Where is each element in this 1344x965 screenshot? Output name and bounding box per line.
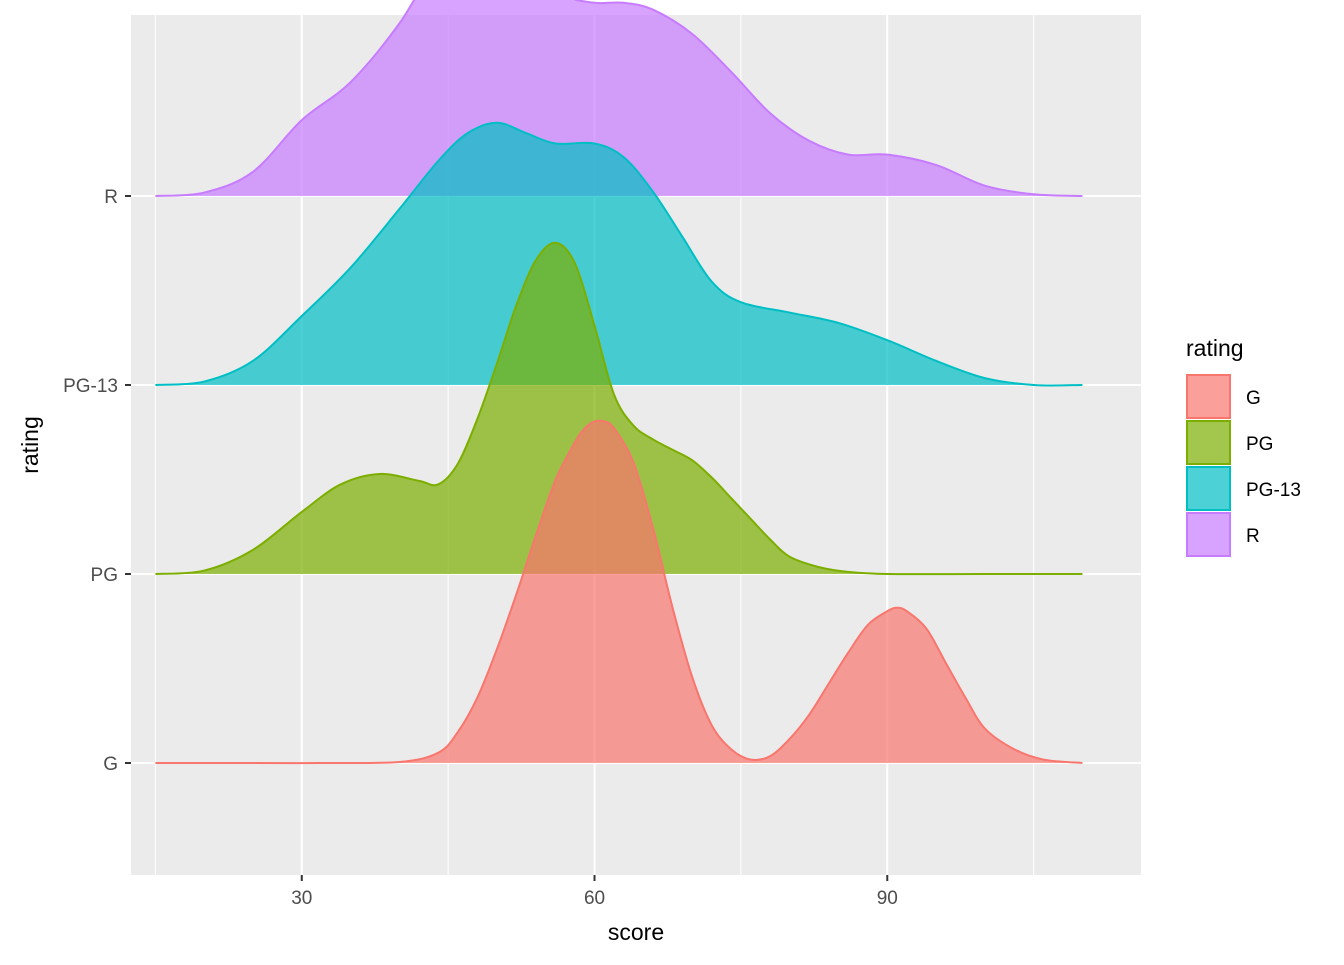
ridge-r bbox=[155, 0, 1083, 197]
legend-key-pg-13 bbox=[1186, 466, 1231, 511]
density-ridges bbox=[155, 0, 1083, 765]
legend-key-g bbox=[1186, 374, 1231, 419]
y-tick-label: PG bbox=[91, 565, 118, 586]
x-axis-title: score bbox=[608, 919, 664, 945]
legend-key-pg bbox=[1186, 420, 1231, 465]
y-tick-label: PG-13 bbox=[63, 376, 118, 397]
ridge-pg-13 bbox=[155, 121, 1083, 387]
ridge-pg bbox=[155, 241, 1083, 576]
ridge-area-pg bbox=[155, 242, 1083, 575]
x-tick-label: 60 bbox=[584, 888, 605, 909]
legend-label-r: R bbox=[1246, 526, 1260, 547]
ridge-line-pg bbox=[155, 241, 1083, 576]
ridge-area-pg-13 bbox=[155, 122, 1083, 386]
legend-key-r bbox=[1186, 512, 1231, 557]
y-axis: G PG PG-13 R bbox=[63, 187, 131, 775]
ridge-line-r bbox=[155, 0, 1083, 197]
legend-label-pg: PG bbox=[1246, 434, 1273, 455]
y-tick-label: G bbox=[103, 754, 118, 775]
ridge-line-pg-13 bbox=[155, 121, 1083, 387]
x-tick-label: 30 bbox=[291, 888, 312, 909]
ridge-line-g bbox=[155, 419, 1083, 765]
legend: rating G PG PG-13 R bbox=[1186, 335, 1301, 557]
y-tick-label: R bbox=[104, 187, 118, 208]
ridge-area-r bbox=[155, 0, 1083, 196]
ridge-area-g bbox=[155, 420, 1083, 764]
x-tick-label: 90 bbox=[877, 888, 898, 909]
y-axis-title: rating bbox=[17, 416, 43, 474]
legend-title: rating bbox=[1186, 335, 1244, 361]
x-axis: 30 60 90 bbox=[291, 875, 898, 909]
ridge-g bbox=[155, 419, 1083, 765]
legend-label-pg-13: PG-13 bbox=[1246, 480, 1301, 501]
legend-label-g: G bbox=[1246, 388, 1261, 409]
